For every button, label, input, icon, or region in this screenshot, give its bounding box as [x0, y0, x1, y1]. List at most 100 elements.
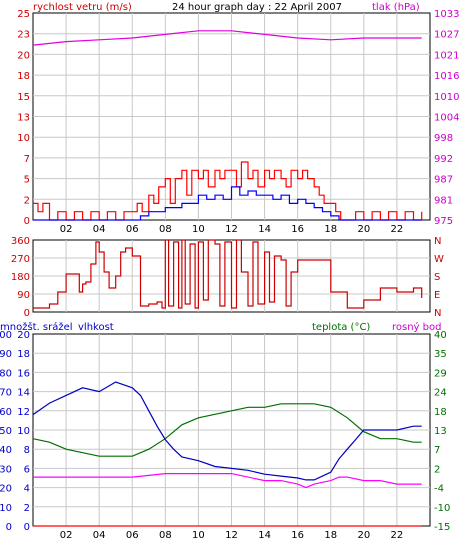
- pressure-y-tick-label: 1033: [434, 9, 459, 20]
- pressure-y-tick-label: 1004: [434, 113, 459, 124]
- top-x-tick-label: 14: [258, 224, 271, 235]
- wind-y-tick-label: 2: [24, 195, 30, 206]
- direction-compass-y-tick-label: S: [434, 272, 440, 283]
- bot-x-tick-label: 12: [225, 530, 238, 541]
- humidity-header: vlhkost: [78, 322, 114, 333]
- bot-x-tick-label: 08: [159, 530, 172, 541]
- gust-series-line: [33, 161, 423, 221]
- temperature-y-tick-label: 24: [434, 388, 447, 399]
- chart-title: 24 hour graph day : 22 April 2007: [172, 2, 342, 13]
- precip-y-tick-label: 40: [0, 445, 12, 456]
- top-x-tick-label: 04: [93, 224, 106, 235]
- temperature-y-tick-label: 29: [434, 368, 447, 379]
- humidity-y-tick-label: 12: [17, 407, 30, 418]
- pressure-y-tick-label: 1010: [434, 92, 459, 103]
- pressure-header: tlak (hPa): [372, 2, 420, 13]
- wind-y-tick-label: 5: [24, 175, 30, 186]
- humidity-series-line: [32, 381, 422, 481]
- top-x-tick-label: 06: [126, 224, 139, 235]
- direction-panel-series: [33, 239, 423, 309]
- wind-y-tick-label: 15: [17, 92, 30, 103]
- bot-x-tick-label: 04: [93, 530, 106, 541]
- direction-deg-y-tick-label: 360: [11, 236, 30, 247]
- bot-x-tick-label: 20: [357, 530, 370, 541]
- precip-y-tick-label: 80: [0, 368, 12, 379]
- humidity-y-tick-label: 18: [17, 349, 30, 360]
- humidity-y-tick-label: 8: [24, 445, 30, 456]
- pressure-y-tick-label: 981: [434, 195, 453, 206]
- dewpoint-header: rosný bod: [392, 321, 441, 333]
- direction-deg-y-tick-label: 180: [11, 272, 30, 283]
- bottom-panel-grid: [33, 334, 430, 526]
- avg-series-line: [33, 186, 422, 221]
- pressure-y-tick-label: 992: [434, 154, 453, 165]
- top-x-tick-label: 20: [357, 224, 370, 235]
- direction-series-line: [33, 239, 423, 309]
- pressure-y-tick-label: 1021: [434, 50, 459, 61]
- direction-compass-y-tick-label: E: [434, 290, 440, 301]
- temperature-y-tick-label: -10: [434, 503, 450, 514]
- direction-compass-y-tick-label: N: [434, 236, 441, 247]
- top-x-tick-label: 16: [291, 224, 304, 235]
- precip-y-tick-label: 20: [0, 484, 12, 495]
- precipitation-header: množšt. srážel: [0, 321, 73, 333]
- top-x-tick-label: 08: [159, 224, 172, 235]
- humidity-y-tick-label: 2: [24, 503, 30, 514]
- wind-speed-header: rychlost vetru (m/s): [33, 2, 132, 13]
- precip-y-tick-label: 30: [0, 464, 12, 475]
- pressure-y-tick-label: 987: [434, 175, 453, 186]
- top-x-tick-label: 10: [192, 224, 205, 235]
- temperature-y-tick-label: -15: [434, 522, 450, 533]
- bot-x-tick-label: 06: [126, 530, 139, 541]
- direction-deg-y-tick-label: 270: [11, 254, 30, 265]
- wind-y-tick-label: 7: [24, 154, 30, 165]
- bot-x-tick-label: 18: [324, 530, 337, 541]
- wind-y-tick-label: 13: [17, 113, 30, 124]
- humidity-y-tick-label: 4: [24, 484, 30, 495]
- wind-y-tick-label: 18: [17, 71, 30, 82]
- pressure-y-tick-label: 1027: [434, 30, 459, 41]
- wind-y-tick-label: 0: [24, 216, 30, 227]
- temperature-y-tick-label: 18: [434, 407, 447, 418]
- dewpoint-series-line: [33, 473, 422, 489]
- bot-x-tick-label: 16: [291, 530, 304, 541]
- top-panel-grid: [33, 13, 430, 220]
- top-x-tick-label: 18: [324, 224, 337, 235]
- wind-y-tick-label: 25: [17, 9, 30, 20]
- humidity-y-tick-label: 10: [17, 426, 30, 437]
- bot-x-tick-label: 14: [258, 530, 271, 541]
- temperature-series-line: [32, 403, 422, 457]
- bot-x-tick-label: 10: [192, 530, 205, 541]
- top-panel-series: [32, 30, 423, 221]
- humidity-y-tick-label: 14: [17, 388, 30, 399]
- pressure-y-tick-label: 1016: [434, 71, 459, 82]
- temperature-y-tick-label: 7: [434, 445, 440, 456]
- wind-y-tick-label: 20: [17, 50, 30, 61]
- humidity-y-tick-label: 16: [17, 368, 30, 379]
- direction-deg-y-tick-label: 90: [17, 290, 30, 301]
- top-x-tick-label: 22: [391, 224, 404, 235]
- temperature-y-tick-label: 35: [434, 349, 447, 360]
- pressure-y-tick-label: 998: [434, 133, 453, 144]
- precip-y-tick-label: 50: [0, 426, 12, 437]
- direction-compass-y-tick-label: N: [434, 308, 441, 319]
- temperature-y-tick-label: -4: [434, 484, 444, 495]
- temperature-y-tick-label: 40: [434, 330, 447, 341]
- humidity-y-tick-label: 6: [24, 464, 30, 475]
- direction-compass-y-tick-label: W: [434, 254, 444, 265]
- wind-y-tick-label: 23: [17, 30, 30, 41]
- precip-y-tick-label: 10: [0, 503, 12, 514]
- top-x-tick-label: 02: [60, 224, 73, 235]
- bot-x-tick-label: 02: [60, 530, 73, 541]
- pressure-series-line: [32, 30, 422, 46]
- precip-y-tick-label: 0: [6, 522, 12, 533]
- wind-y-tick-label: 10: [17, 133, 30, 144]
- humidity-y-tick-label: 20: [17, 330, 30, 341]
- temperature-header: teplota (°C): [312, 322, 370, 333]
- bottom-panel-series: [32, 381, 422, 527]
- precip-y-tick-label: 100: [0, 330, 12, 341]
- top-x-tick-label: 12: [225, 224, 238, 235]
